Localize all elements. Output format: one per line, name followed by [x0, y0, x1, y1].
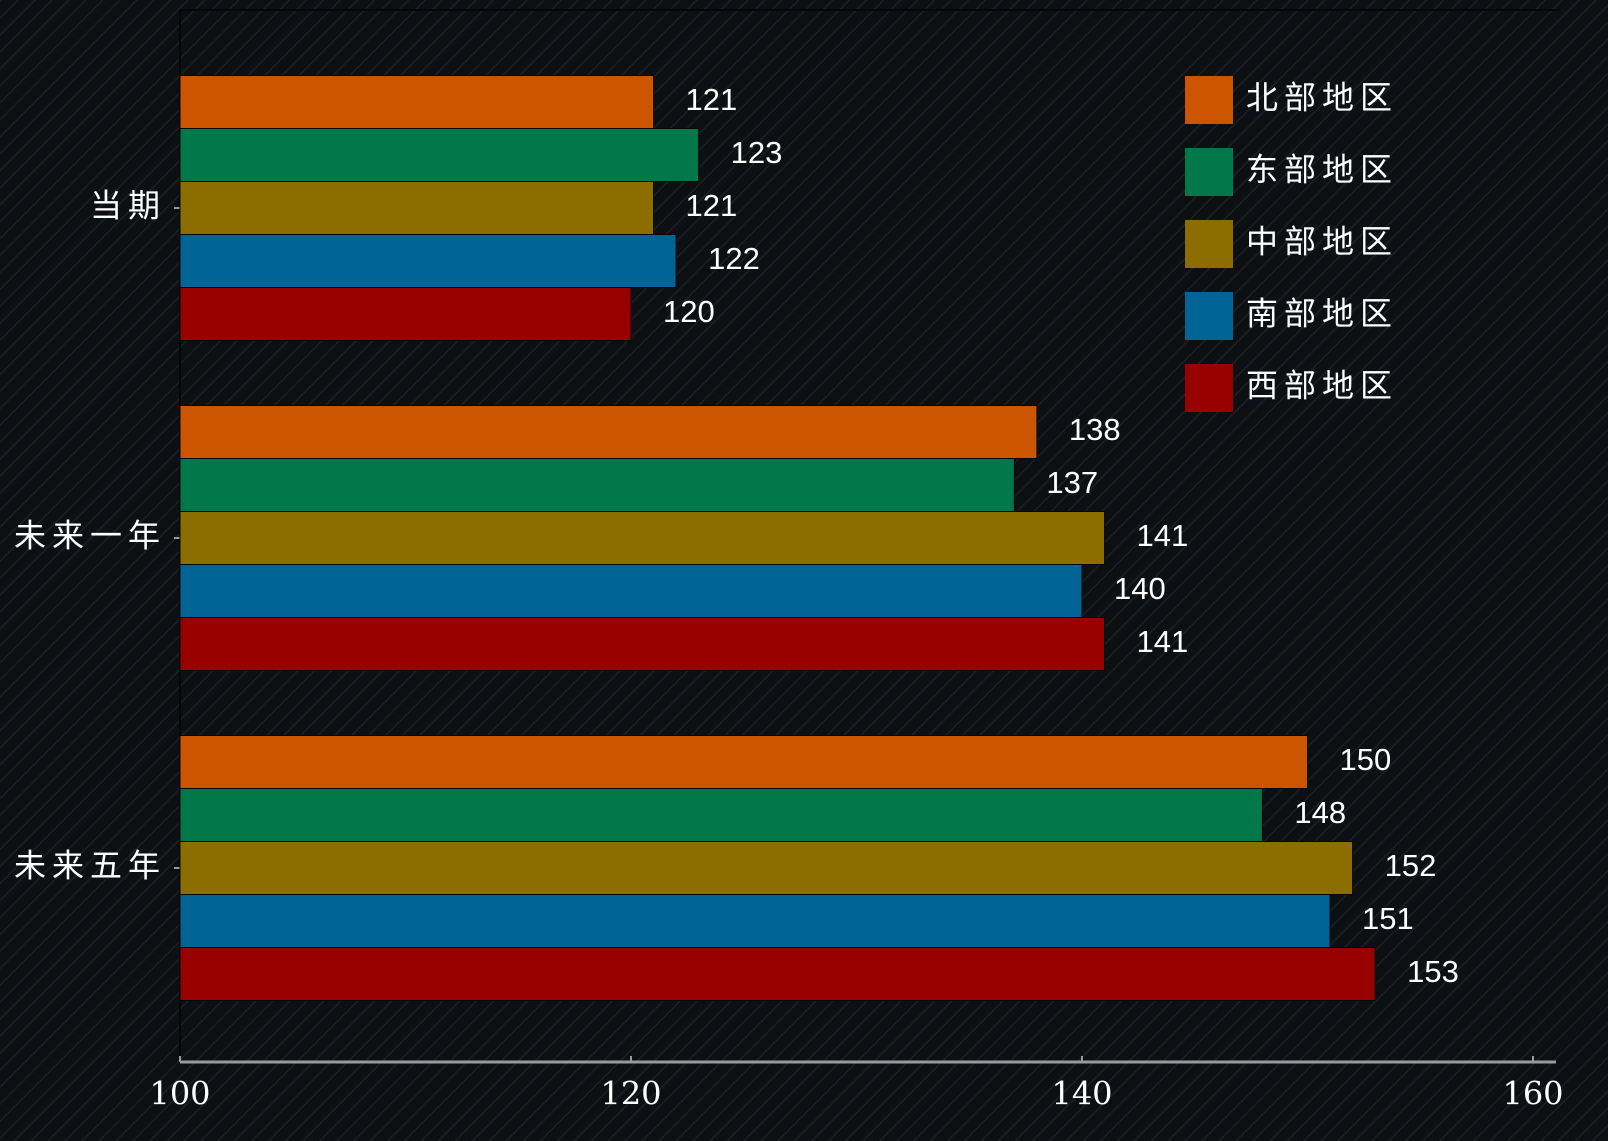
bar	[179, 617, 1106, 671]
x-tick-label: 100	[149, 1075, 210, 1113]
bar	[179, 75, 655, 129]
bar	[179, 735, 1308, 789]
value-label: 153	[1407, 954, 1459, 989]
bar	[179, 894, 1331, 948]
bar	[179, 947, 1376, 1001]
legend-label: 西部地区	[1246, 367, 1398, 405]
legend-swatch	[1185, 220, 1233, 268]
bar	[179, 405, 1038, 459]
legend-label: 北部地区	[1246, 79, 1398, 117]
x-tick-label: 120	[600, 1075, 661, 1113]
legend-swatch	[1185, 292, 1233, 340]
value-label: 141	[1137, 624, 1189, 659]
value-label: 141	[1137, 518, 1189, 553]
x-tick-label: 160	[1502, 1075, 1563, 1113]
bar	[179, 287, 632, 341]
value-label: 151	[1362, 901, 1414, 936]
y-tick-label: 当期	[90, 187, 166, 225]
legend-label: 南部地区	[1246, 295, 1398, 333]
bar	[179, 128, 700, 182]
legend-swatch	[1185, 76, 1233, 124]
value-label: 137	[1046, 465, 1098, 500]
y-tick-label: 未来五年	[14, 847, 166, 885]
bar	[179, 234, 677, 288]
bar	[179, 788, 1263, 842]
value-label: 140	[1114, 571, 1166, 606]
value-label: 138	[1069, 412, 1121, 447]
legend-swatch	[1185, 364, 1233, 412]
x-tick-label: 140	[1051, 1075, 1112, 1113]
value-label: 121	[686, 82, 738, 117]
legend-label: 中部地区	[1246, 223, 1398, 261]
value-label: 120	[663, 294, 715, 329]
bar	[179, 458, 1015, 512]
y-tick-label: 未来一年	[14, 517, 166, 555]
value-label: 150	[1340, 742, 1392, 777]
bar	[179, 181, 655, 235]
legend-swatch	[1185, 148, 1233, 196]
value-label: 148	[1294, 795, 1346, 830]
bar	[179, 564, 1083, 618]
bar	[179, 511, 1106, 565]
bar	[179, 841, 1354, 895]
value-label: 122	[708, 241, 760, 276]
legend-label: 东部地区	[1246, 151, 1398, 189]
value-label: 152	[1385, 848, 1437, 883]
value-label: 121	[686, 188, 738, 223]
value-label: 123	[731, 135, 783, 170]
